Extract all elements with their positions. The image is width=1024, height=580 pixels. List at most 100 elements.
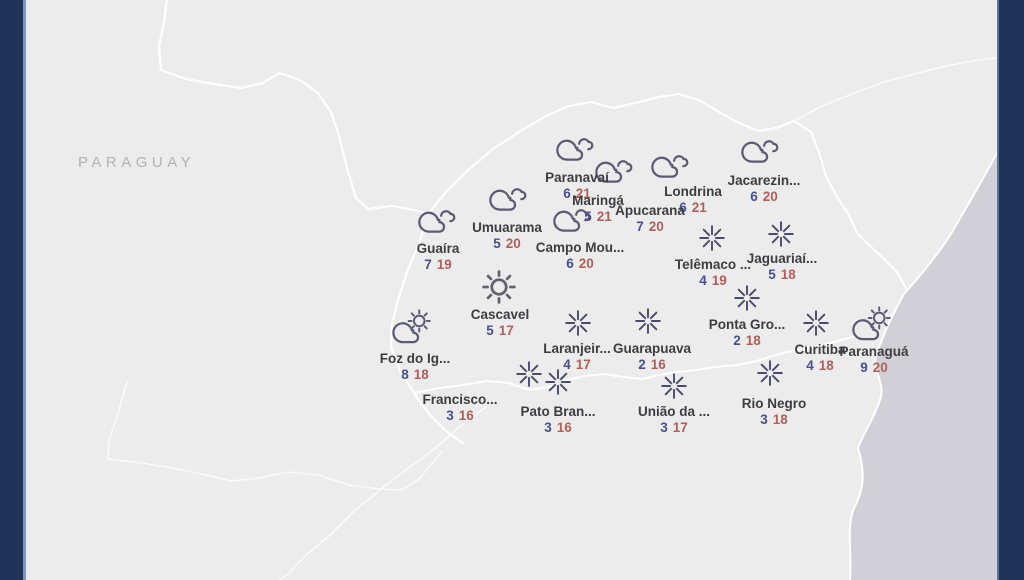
snow-icon[interactable] [734, 285, 761, 312]
min-temp: 7 [636, 219, 644, 234]
sun-cloud-icon[interactable] [388, 309, 435, 347]
city-label-block[interactable]: Apucarana 7 20 [615, 203, 685, 234]
city-label-block[interactable]: União da ... 3 17 [638, 404, 710, 435]
max-temp: 20 [648, 219, 664, 234]
city-temps: 6 20 [728, 190, 801, 204]
city-name: Telêmaco ... [674, 257, 752, 272]
city-name: Londrina [664, 184, 722, 199]
snow-icon[interactable] [545, 369, 572, 396]
city-name: Cascavel [470, 307, 530, 322]
city-label-block[interactable]: Pato Bran... 3 16 [520, 404, 595, 435]
clouds-icon[interactable] [488, 184, 528, 215]
city-label-block[interactable]: Foz do Ig... 8 18 [380, 351, 451, 382]
city-temps: 4 19 [675, 274, 751, 288]
city-label-block[interactable]: Paranaguá 9 20 [839, 344, 908, 375]
snow-icon[interactable] [516, 361, 543, 388]
sun-cloud-icon[interactable] [848, 306, 895, 344]
min-temp: 4 [699, 273, 707, 288]
snow-icon[interactable] [565, 310, 592, 337]
clouds-icon[interactable] [650, 151, 690, 182]
city-label-block[interactable]: Francisco... 3 16 [422, 392, 497, 423]
city-name: Guarapuava [612, 341, 692, 356]
min-temp: 5 [493, 236, 501, 251]
city-label-block[interactable]: Laranjeir... 4 17 [543, 341, 611, 372]
max-temp: 21 [691, 200, 707, 215]
city-temps: 3 16 [422, 409, 497, 423]
city-temps: 5 17 [471, 324, 530, 338]
max-temp: 17 [672, 420, 688, 435]
city-label-block[interactable]: Guarapuava 2 16 [613, 341, 691, 372]
snow-icon[interactable] [757, 360, 784, 387]
max-temp: 21 [575, 186, 591, 201]
city-label-block[interactable]: Telêmaco ... 4 19 [675, 257, 751, 288]
city-name: Curitiba [794, 342, 846, 357]
state-border-south [413, 328, 879, 394]
city-name: Maringá [572, 193, 624, 208]
min-temp: 3 [660, 420, 668, 435]
city-label-block[interactable]: Guaíra 7 19 [417, 241, 460, 272]
clouds-icon[interactable] [417, 206, 457, 237]
city-label-block[interactable]: Ponta Gro... 2 18 [709, 317, 786, 348]
city-temps: 4 18 [794, 359, 845, 373]
city-label-block[interactable]: Cascavel 5 17 [471, 307, 530, 338]
city-label-block[interactable]: Umuarama 5 20 [472, 220, 542, 251]
snow-icon[interactable] [699, 225, 726, 252]
snow-icon[interactable] [661, 373, 688, 400]
city-label-block[interactable]: Curitiba 4 18 [794, 342, 845, 373]
city-name: Francisco... [422, 392, 498, 407]
city-temps: 5 18 [747, 268, 818, 282]
city-label-block[interactable]: Londrina 6 21 [664, 184, 722, 215]
snow-icon[interactable] [635, 308, 662, 335]
min-temp: 6 [679, 200, 687, 215]
city-label-block[interactable]: Maringá 5 21 [572, 193, 624, 224]
city-name: Pato Bran... [520, 404, 596, 419]
max-temp: 18 [745, 333, 761, 348]
city-temps: 6 21 [664, 201, 722, 215]
city-label-block[interactable]: Rio Negro 3 18 [742, 396, 807, 427]
frame-left-bar [0, 0, 26, 580]
max-temp: 19 [436, 257, 452, 272]
sun-icon[interactable] [481, 269, 518, 306]
city-temps: 2 16 [613, 358, 691, 372]
city-label-block[interactable]: Paranavaí 6 21 [545, 170, 609, 201]
city-name: Foz do Ig... [379, 351, 451, 366]
city-label-block[interactable]: Jaguariaí... 5 18 [747, 251, 818, 282]
city-label-block[interactable]: Jacarezin... 6 20 [728, 173, 801, 204]
city-name: Umuarama [472, 220, 542, 235]
country-border [157, 0, 465, 445]
min-temp: 6 [750, 189, 758, 204]
snow-icon[interactable] [768, 221, 795, 248]
city-temps: 5 21 [572, 210, 624, 224]
city-temps: 8 18 [380, 368, 451, 382]
clouds-icon[interactable] [740, 136, 780, 167]
city-name: Campo Mou... [535, 240, 625, 255]
clouds-icon[interactable] [555, 134, 595, 165]
city-label-block[interactable]: Campo Mou... 6 20 [536, 240, 625, 271]
snow-icon[interactable] [803, 310, 830, 337]
city-name: Paranaguá [839, 344, 909, 359]
min-temp: 8 [401, 367, 409, 382]
